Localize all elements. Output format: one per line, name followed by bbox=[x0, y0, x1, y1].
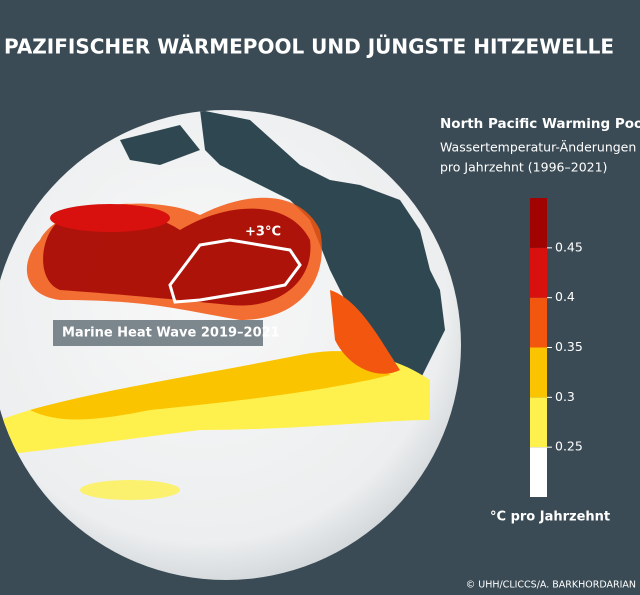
credit: © UHH/CLICCS/A. BARKHORDARIAN bbox=[466, 580, 636, 591]
annotation: Marine Heat Wave 2019–2021 bbox=[62, 326, 280, 341]
legend-subtitle: Wassertemperatur-Änderungen bbox=[440, 140, 636, 155]
map-layer bbox=[0, 110, 445, 500]
legend-unit: °C pro Jahrzehnt bbox=[490, 510, 610, 525]
heat-area bbox=[43, 208, 311, 306]
colorbar-segment bbox=[530, 447, 547, 497]
legend-subtitle: pro Jahrzehnt (1996–2021) bbox=[440, 160, 607, 175]
colorbar-tick-label: 0.45 bbox=[555, 239, 583, 254]
annotation-box bbox=[53, 320, 263, 346]
colorbar-tick-label: 0.3 bbox=[555, 389, 575, 404]
colorbar-segment bbox=[530, 347, 547, 398]
land bbox=[120, 125, 200, 165]
heat-area bbox=[330, 290, 400, 374]
heat-area bbox=[50, 204, 170, 232]
heat-area bbox=[80, 480, 180, 500]
colorbar-segment bbox=[530, 247, 547, 298]
colorbar-segment bbox=[530, 297, 547, 348]
land bbox=[200, 110, 445, 380]
colorbar-segment bbox=[530, 198, 547, 248]
heat-area bbox=[30, 351, 390, 420]
title: PAZIFISCHER WÄRMEPOOL UND JÜNGSTE HITZEW… bbox=[4, 35, 614, 59]
heatwave-outline bbox=[168, 238, 302, 304]
colorbar-segment bbox=[530, 397, 547, 448]
annotation: +3°C bbox=[245, 225, 281, 240]
colorbar-tick-label: 0.4 bbox=[555, 289, 575, 304]
colorbar-tick-label: 0.35 bbox=[555, 339, 583, 354]
colorbar-tick-label: 0.25 bbox=[555, 439, 583, 454]
legend-title: North Pacific Warming Pool bbox=[440, 116, 640, 132]
